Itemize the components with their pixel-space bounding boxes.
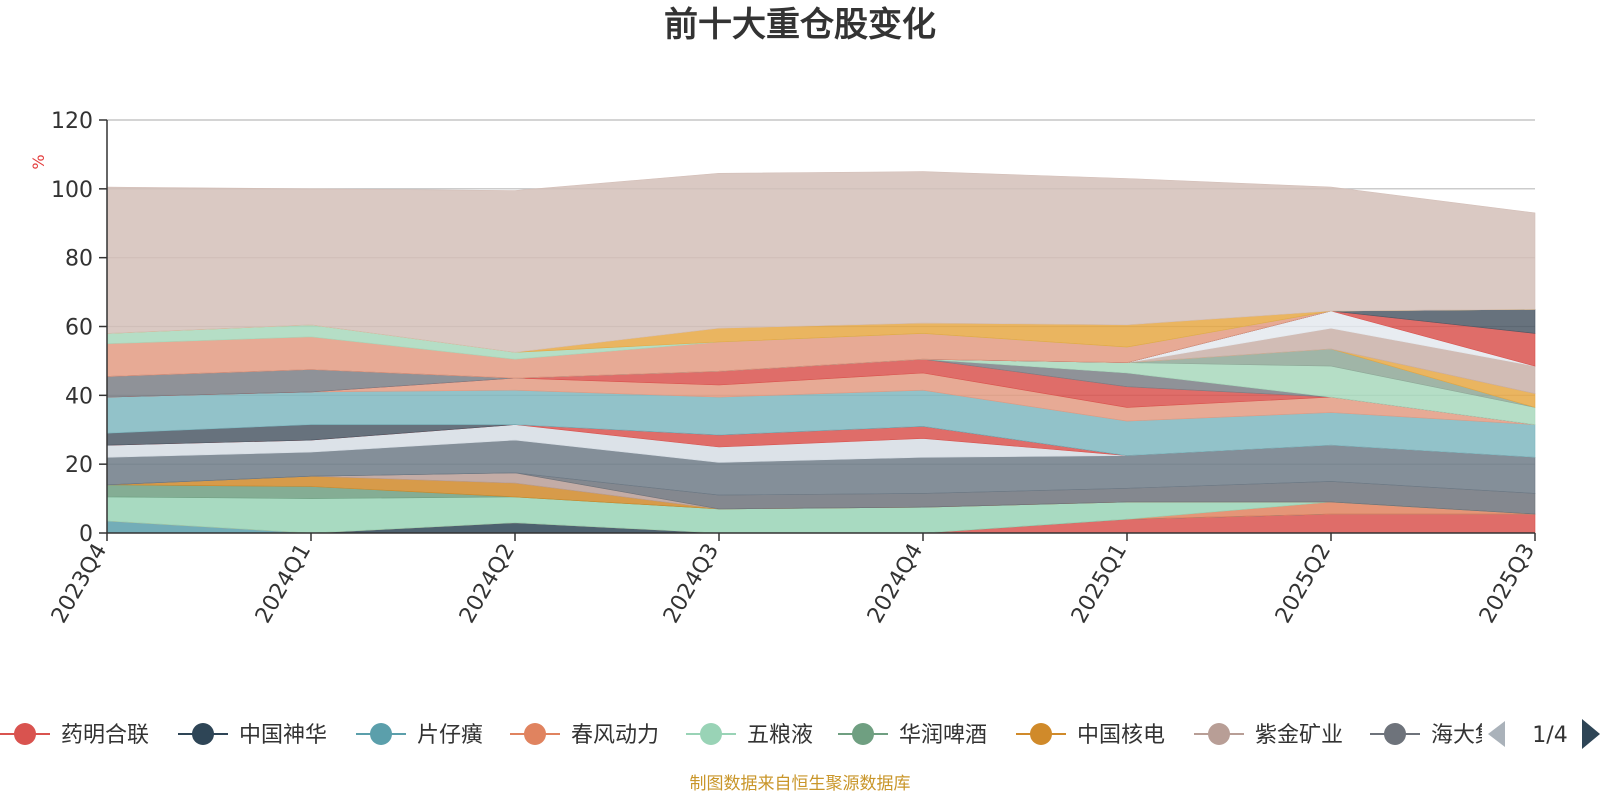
legend-next-page-icon[interactable] bbox=[1582, 719, 1600, 749]
legend-marker-icon bbox=[192, 723, 214, 745]
legend-item[interactable]: 中国核电 bbox=[1016, 723, 1165, 748]
legend: 药明合联 中国神华 片仔癀 春风动力 五粮液 华润啤酒 中国核电 紫金矿业 海大集 1/4 bbox=[0, 719, 1600, 749]
y-tick-label: 80 bbox=[65, 247, 93, 272]
y-tick-label: 20 bbox=[65, 453, 93, 478]
legend-item[interactable]: 海大集 bbox=[1370, 723, 1497, 748]
legend-label: 片仔癀 bbox=[417, 723, 483, 748]
legend-marker-icon bbox=[524, 723, 546, 745]
y-axis-unit: % bbox=[29, 154, 48, 169]
legend-marker-icon bbox=[852, 723, 874, 745]
x-tick-label: 2024Q1 bbox=[251, 540, 316, 628]
legend-item[interactable]: 华润啤酒 bbox=[838, 723, 987, 748]
y-tick-label: 40 bbox=[65, 384, 93, 409]
y-tick-label: 120 bbox=[51, 109, 93, 134]
legend-marker-icon bbox=[700, 723, 722, 745]
series-area-27 bbox=[106, 171, 1536, 353]
legend-marker-icon bbox=[14, 723, 36, 745]
legend-item[interactable]: 紫金矿业 bbox=[1194, 723, 1343, 748]
legend-label: 五粮液 bbox=[747, 723, 813, 748]
legend-marker-icon bbox=[370, 723, 392, 745]
legend-label: 中国神华 bbox=[239, 723, 327, 748]
legend-item[interactable]: 春风动力 bbox=[510, 723, 659, 748]
legend-label: 海大集 bbox=[1431, 723, 1497, 748]
legend-label: 药明合联 bbox=[61, 723, 149, 748]
x-tick-label: 2024Q3 bbox=[659, 540, 724, 628]
legend-page-indicator: 1/4 bbox=[1532, 723, 1567, 748]
legend-label: 紫金矿业 bbox=[1255, 723, 1343, 748]
legend-item[interactable]: 片仔癀 bbox=[356, 723, 483, 748]
legend-label: 华润啤酒 bbox=[899, 723, 987, 748]
legend-prev-page-icon[interactable] bbox=[1488, 721, 1505, 747]
source-footer: 制图数据来自恒生聚源数据库 bbox=[690, 774, 911, 794]
legend-item[interactable]: 中国神华 bbox=[178, 723, 327, 748]
legend-marker-icon bbox=[1384, 723, 1406, 745]
x-tick-label: 2025Q3 bbox=[1475, 540, 1540, 628]
x-tick-label: 2025Q1 bbox=[1067, 540, 1132, 628]
x-tick-label: 2025Q2 bbox=[1271, 540, 1336, 628]
y-tick-label: 100 bbox=[51, 178, 93, 203]
legend-item[interactable]: 五粮液 bbox=[686, 723, 813, 748]
legend-marker-icon bbox=[1030, 723, 1052, 745]
legend-item[interactable]: 药明合联 bbox=[0, 723, 149, 748]
series-areas bbox=[106, 171, 1536, 534]
chart-title: 前十大重仓股变化 bbox=[664, 5, 936, 45]
legend-label: 中国核电 bbox=[1077, 723, 1165, 748]
x-tick-label: 2023Q4 bbox=[47, 540, 112, 628]
legend-marker-icon bbox=[1208, 723, 1230, 745]
legend-label: 春风动力 bbox=[571, 723, 659, 748]
x-tick-label: 2024Q2 bbox=[455, 540, 520, 628]
x-tick-label: 2024Q4 bbox=[863, 540, 928, 628]
y-tick-label: 0 bbox=[79, 522, 93, 547]
y-tick-label: 60 bbox=[65, 316, 93, 341]
